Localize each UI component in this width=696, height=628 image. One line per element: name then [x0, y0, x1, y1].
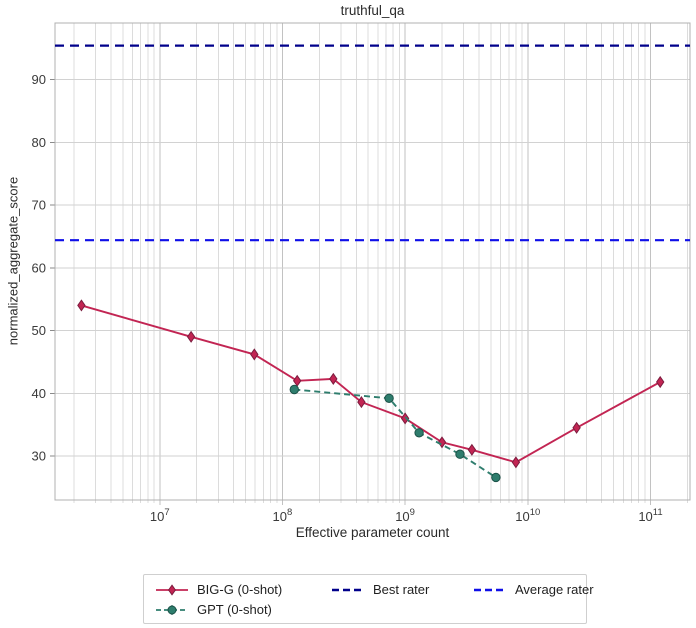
legend: BIG-G (0-shot) Best rater Average rater …	[143, 574, 594, 624]
svg-text:109: 109	[395, 507, 415, 524]
legend-item-gpt: GPT (0-shot)	[155, 602, 331, 617]
gpt-line-icon	[155, 604, 189, 616]
svg-text:107: 107	[150, 507, 170, 524]
x-axis-label: Effective parameter count	[295, 525, 450, 540]
legend-label-best-rater: Best rater	[373, 582, 430, 597]
svg-text:70: 70	[32, 198, 46, 213]
average-rater-dash-icon	[473, 584, 507, 596]
legend-item-big-g: BIG-G (0-shot)	[155, 582, 331, 597]
svg-text:1010: 1010	[515, 507, 540, 524]
legend-item-average-rater: Average rater	[473, 582, 594, 597]
svg-text:1011: 1011	[638, 507, 662, 524]
svg-text:40: 40	[32, 386, 46, 401]
svg-text:50: 50	[32, 323, 46, 338]
svg-text:108: 108	[273, 507, 293, 524]
svg-text:30: 30	[32, 449, 46, 464]
legend-label-gpt: GPT (0-shot)	[197, 602, 272, 617]
svg-text:60: 60	[32, 260, 46, 275]
svg-text:80: 80	[32, 135, 46, 150]
chart-canvas: 30 40 50 60 70 80 90 107 108 109 1010 1011	[32, 22, 691, 524]
legend-label-average-rater: Average rater	[515, 582, 594, 597]
legend-label-big-g: BIG-G (0-shot)	[197, 582, 283, 597]
big-g-line-icon	[155, 583, 189, 596]
best-rater-dash-icon	[331, 584, 365, 596]
legend-item-best-rater: Best rater	[331, 582, 473, 597]
chart-title: truthful_qa	[340, 3, 405, 18]
svg-text:90: 90	[32, 72, 46, 87]
y-axis-label: normalized_aggregate_score	[5, 176, 21, 346]
